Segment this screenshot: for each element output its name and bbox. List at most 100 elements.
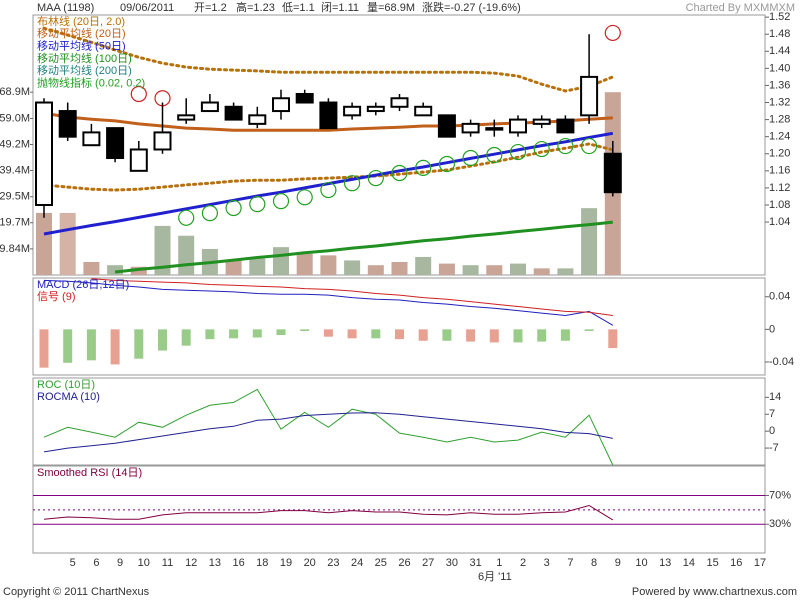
indicator-line bbox=[43, 504, 614, 521]
legend-entry: 抛物线指标 (0.02, 0.2) bbox=[37, 75, 145, 89]
sar-point bbox=[509, 143, 527, 161]
x-tick-label: 9 bbox=[615, 557, 621, 569]
x-tick-label: 13 bbox=[209, 557, 221, 569]
volume: 量=68.9M bbox=[367, 1, 415, 14]
candle-body bbox=[603, 152, 622, 194]
volume-bar bbox=[486, 265, 503, 275]
volume-bar bbox=[367, 265, 384, 275]
volume-bar bbox=[557, 268, 574, 275]
sar-point bbox=[438, 155, 455, 173]
x-tick-label: 31 bbox=[469, 557, 481, 569]
histogram-bar bbox=[513, 329, 523, 343]
volume-bar bbox=[273, 247, 289, 275]
y2-tick-label: 19.7M bbox=[0, 217, 30, 229]
symbol: MAA (1198) bbox=[37, 2, 94, 14]
candle-body bbox=[390, 97, 409, 108]
volume-bar bbox=[510, 263, 526, 275]
x-tick-label: 19 bbox=[280, 557, 292, 569]
y-tick-label: 1.24 bbox=[769, 131, 790, 143]
x-tick-label: 3 bbox=[544, 557, 550, 569]
legend-entry: ROC (10日) bbox=[37, 379, 95, 391]
volume-bar bbox=[59, 212, 76, 275]
credit: Charted By MXMMXM bbox=[686, 2, 795, 14]
candle-body bbox=[366, 105, 385, 113]
sar-point bbox=[486, 146, 503, 164]
copyright: Copyright © 2011 ChartNexus bbox=[3, 586, 150, 598]
candle-body bbox=[129, 148, 148, 172]
sar-point bbox=[272, 193, 290, 210]
y2-tick-label: 68.9M bbox=[0, 86, 30, 98]
sar-point bbox=[604, 24, 621, 42]
volume-bar bbox=[462, 265, 479, 275]
histogram-bar bbox=[229, 329, 239, 339]
y-tick-label: 1.20 bbox=[769, 148, 790, 160]
histogram-bar bbox=[560, 329, 570, 341]
histogram-bar bbox=[39, 329, 49, 368]
volume-bar bbox=[533, 268, 550, 275]
y2-tick-label: 59.0M bbox=[0, 112, 30, 124]
candle-body bbox=[200, 101, 219, 113]
sar-point bbox=[320, 181, 337, 199]
candle-body bbox=[224, 105, 243, 121]
x-tick-label: 18 bbox=[256, 557, 268, 569]
y-tick-label: -0.04 bbox=[769, 356, 794, 368]
legend-entry: 移动平均线 (20日) bbox=[37, 26, 126, 40]
candle-body bbox=[437, 114, 456, 138]
candle-body bbox=[485, 127, 504, 131]
indicator-line bbox=[43, 279, 614, 326]
sar-point bbox=[178, 209, 195, 226]
x-tick-label: 6 bbox=[93, 557, 99, 569]
y2-tick-label: 39.4M bbox=[0, 164, 30, 176]
sar-point bbox=[462, 149, 479, 167]
histogram-bar bbox=[181, 329, 191, 346]
histogram-bar bbox=[418, 329, 428, 341]
sar-point bbox=[201, 204, 218, 222]
volume-bar bbox=[344, 260, 361, 275]
y2-tick-label: 29.5M bbox=[0, 191, 30, 203]
x-tick-label: 1 bbox=[496, 557, 502, 569]
candle-body bbox=[177, 114, 196, 121]
sar-point bbox=[225, 199, 242, 217]
histogram-bar bbox=[442, 329, 452, 341]
low: 低=1.1 bbox=[282, 1, 315, 14]
histogram-bar bbox=[608, 329, 618, 349]
x-tick-label: 2 bbox=[520, 557, 526, 569]
x-tick-label: 16 bbox=[730, 557, 742, 569]
band-lower bbox=[42, 142, 615, 192]
volume-bar bbox=[225, 260, 242, 275]
ma-line bbox=[114, 220, 613, 274]
histogram-bar bbox=[63, 329, 73, 363]
candle-body bbox=[580, 75, 599, 117]
volume-bar bbox=[36, 212, 52, 275]
candle-body bbox=[82, 131, 101, 147]
sar-point bbox=[296, 189, 313, 206]
histogram-bar bbox=[158, 329, 167, 351]
candle-body bbox=[343, 105, 362, 117]
y-tick-label: 1.40 bbox=[769, 62, 790, 74]
y2-tick-label: 9.84M bbox=[0, 243, 30, 255]
y-tick-label: 1.36 bbox=[769, 79, 790, 91]
y-tick-label: 14 bbox=[769, 391, 781, 403]
open: 开=1.2 bbox=[194, 2, 227, 14]
volume-bar bbox=[296, 253, 313, 275]
x-tick-label: 30 bbox=[446, 557, 458, 569]
candle-body bbox=[556, 118, 575, 134]
candle-body bbox=[532, 118, 551, 125]
volume-bar bbox=[415, 256, 432, 275]
x-tick-label: 5 bbox=[70, 557, 76, 569]
candle-body bbox=[153, 131, 172, 151]
x-tick-label: 10 bbox=[138, 557, 150, 569]
x-tick-label: 9 bbox=[117, 557, 123, 569]
histogram-bar bbox=[276, 329, 286, 336]
y-tick-label: -7 bbox=[769, 442, 779, 454]
y-tick-label: 1.48 bbox=[769, 28, 790, 40]
volume-bar bbox=[391, 262, 408, 275]
histogram-bar bbox=[584, 329, 594, 331]
indicator-line bbox=[43, 412, 613, 453]
candle-body bbox=[248, 114, 267, 125]
histogram-bar bbox=[466, 329, 476, 342]
histogram-bar bbox=[489, 329, 499, 343]
sar-point bbox=[367, 169, 384, 187]
legend-entry: ROCMA (10) bbox=[37, 391, 100, 403]
band-upper bbox=[42, 26, 615, 93]
